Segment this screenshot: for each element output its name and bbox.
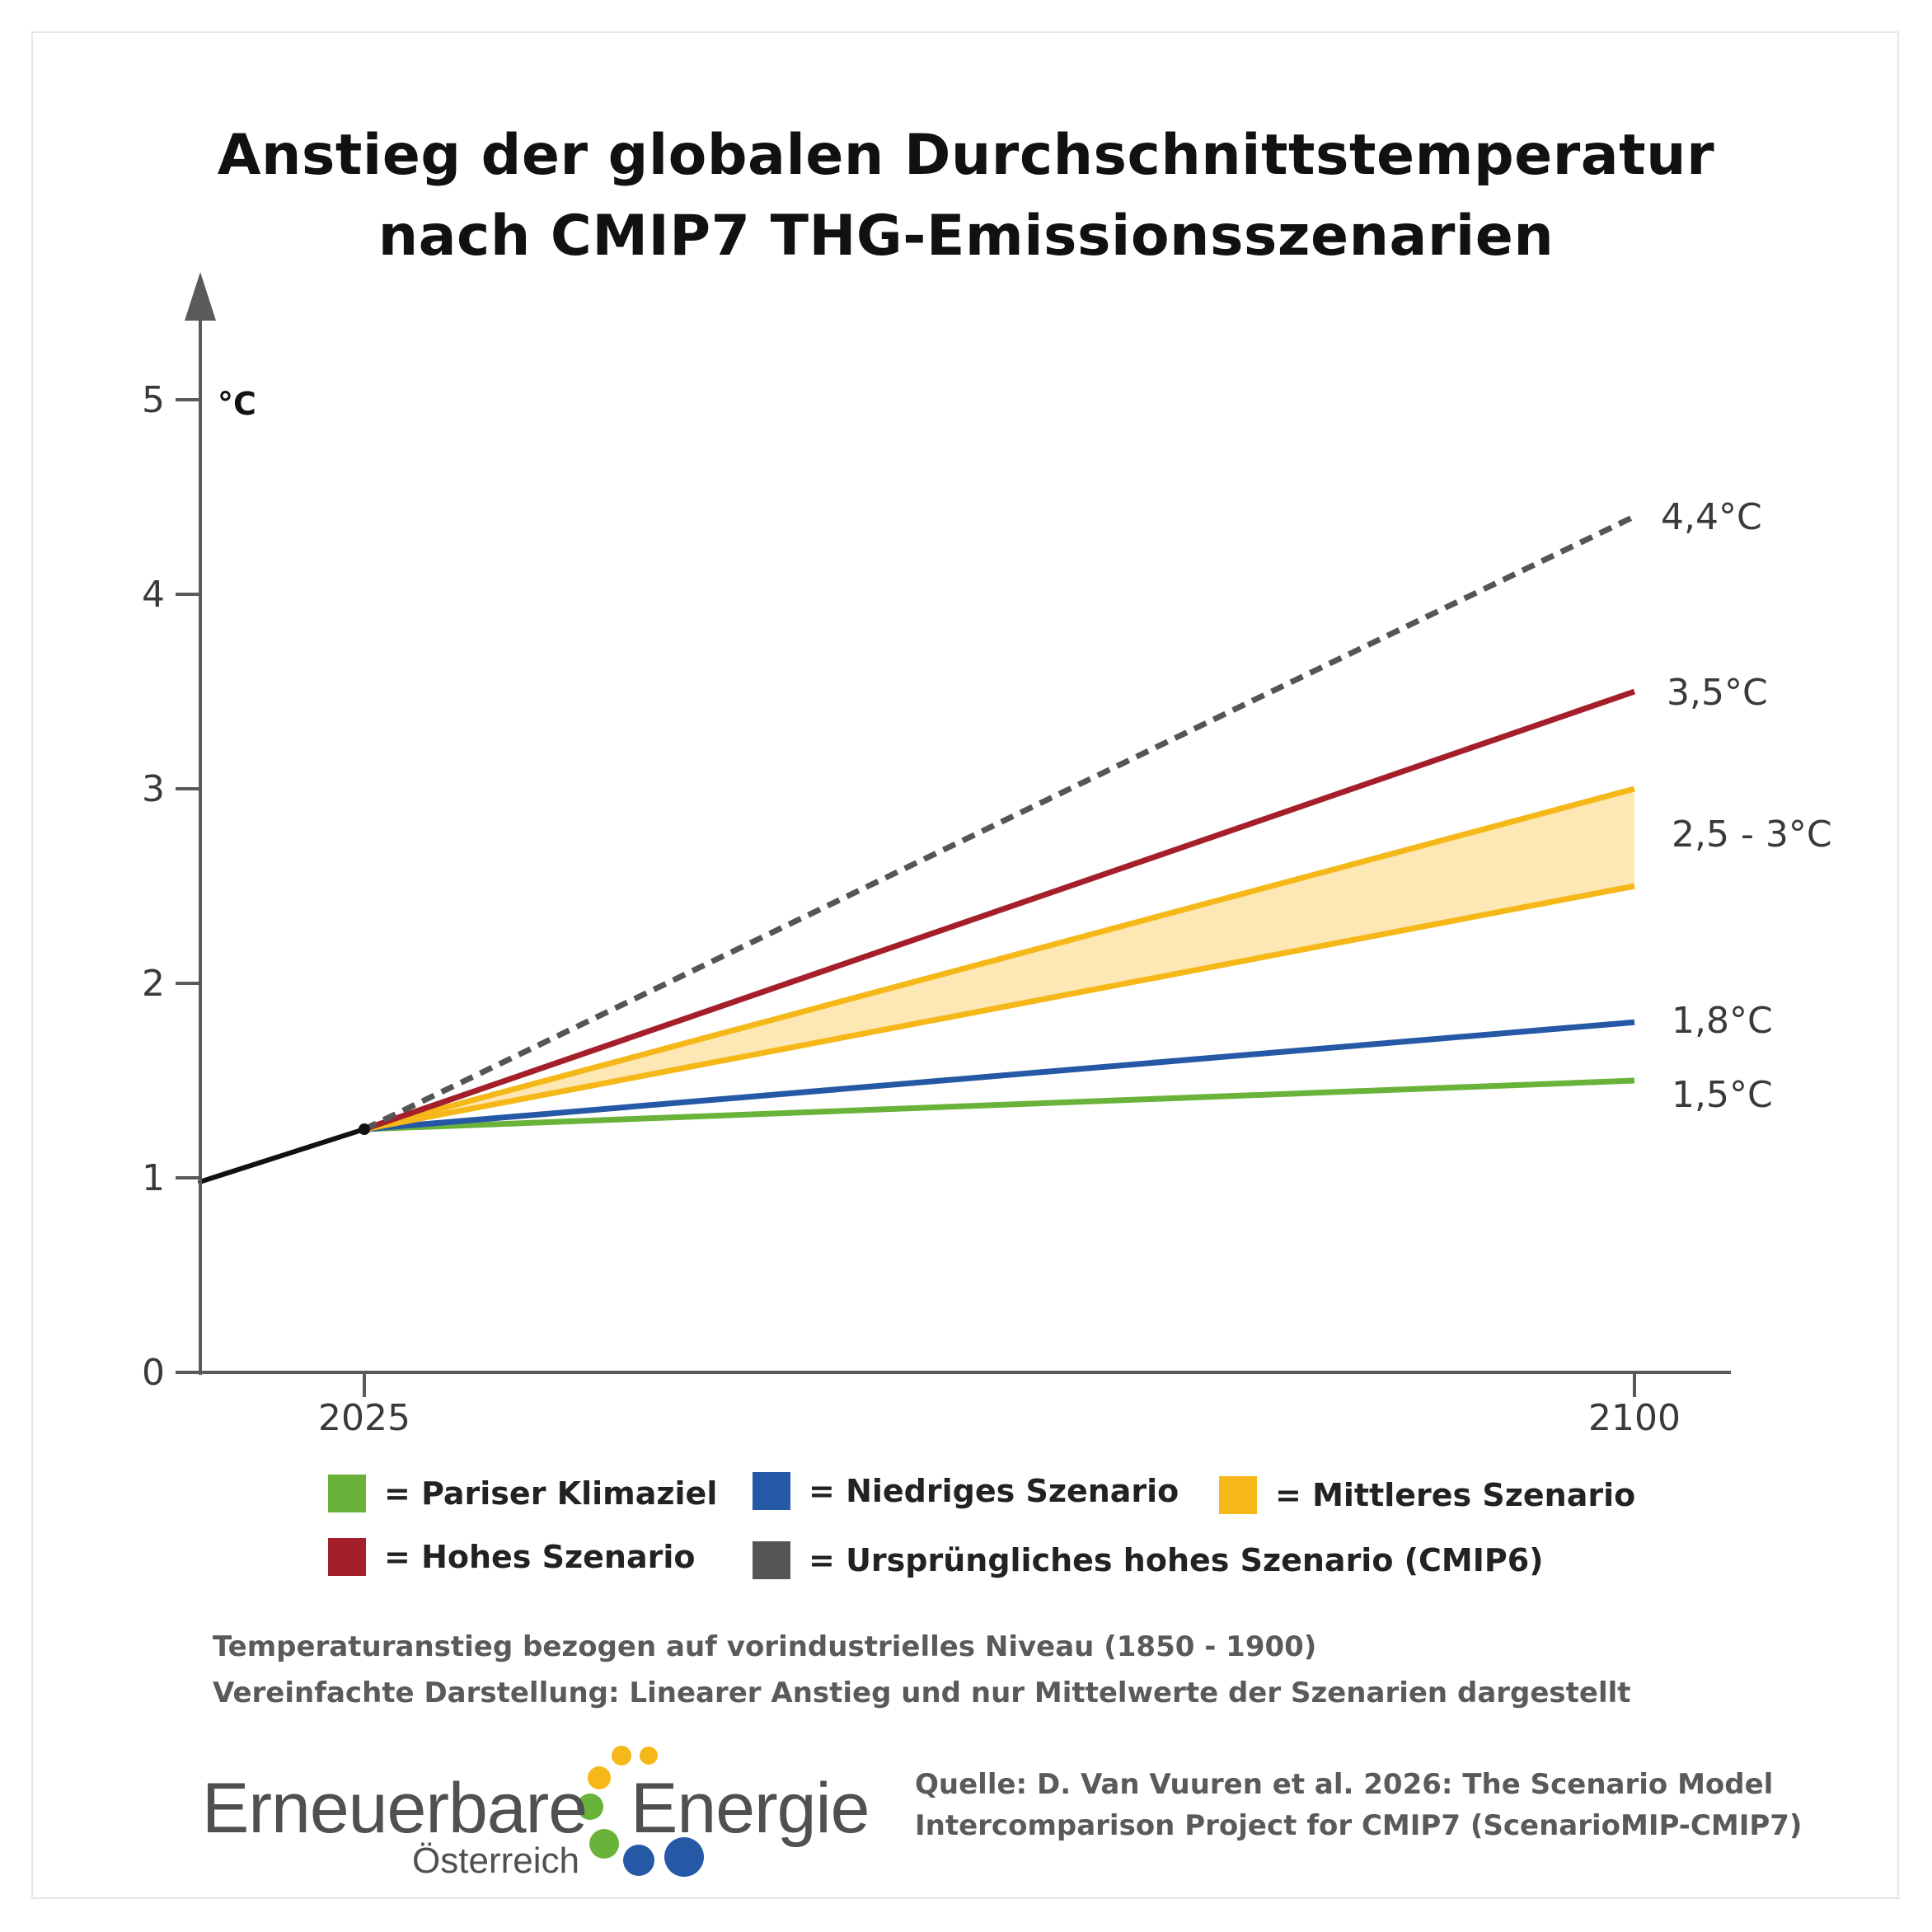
legend-item-high: = Hohes Szenario [328, 1538, 695, 1576]
legend-swatch-mid [1219, 1476, 1257, 1514]
end-label-low: 1,8°C [1672, 1000, 1773, 1042]
series-line-high [363, 688, 1636, 1132]
series-line-mid-upper [363, 785, 1635, 1132]
source-citation: Quelle: D. Van Vuuren et al. 2026: The S… [915, 1764, 1802, 1846]
series-line-mid-lower [363, 883, 1635, 1132]
logo-word-energie: Energie [631, 1769, 870, 1848]
y-axis-arrow-icon [185, 272, 216, 321]
title-line-1: Anstieg der globalen Durchschnittstemper… [217, 123, 1715, 188]
legend-item-cmip6: = Ursprüngliches hohes Szenario (CMIP6) [753, 1541, 1544, 1579]
end-label-paris: 1,5°C [1672, 1074, 1773, 1116]
legend-label-cmip6: = Ursprüngliches hohes Szenario (CMIP6) [809, 1542, 1544, 1578]
chart-title: Anstieg der globalen Durchschnittstemper… [0, 115, 1932, 277]
end-label-dashed: 4,4°C [1661, 496, 1762, 538]
legend-item-mid: = Mittleres Szenario [1219, 1476, 1635, 1514]
end-label-high: 3,5°C [1667, 672, 1768, 714]
legend-label-high: = Hohes Szenario [384, 1539, 696, 1575]
legend-item-low: = Niedriges Szenario [753, 1472, 1179, 1510]
legend-swatch-paris [328, 1475, 366, 1512]
note-line-1: Temperaturanstieg bezogen auf vorindustr… [213, 1630, 1317, 1663]
legend-swatch-cmip6 [753, 1541, 790, 1579]
legend-item-paris: = Pariser Klimaziel [328, 1475, 717, 1512]
title-line-2: nach CMIP7 THG-Emissionsszenarien [377, 204, 1555, 269]
legend-label-paris: = Pariser Klimaziel [384, 1475, 718, 1512]
end-label-mid-band: 2,5 - 3°C [1672, 814, 1832, 856]
page-frame [31, 31, 1899, 1899]
logo-dot [612, 1746, 631, 1766]
legend-swatch-low [753, 1472, 790, 1510]
legend-label-mid: = Mittleres Szenario [1275, 1477, 1636, 1513]
logo-dot [664, 1837, 704, 1877]
logo: Erneuerbare Energie Österreich [202, 1743, 870, 1883]
logo-dot [623, 1845, 654, 1876]
logo-dots [577, 1746, 704, 1877]
logo-dot [589, 1829, 619, 1859]
start-point-2025 [359, 1123, 370, 1135]
legend-swatch-high [328, 1538, 366, 1576]
logo-dot [588, 1766, 611, 1789]
source-line-2: Intercomparison Project for CMIP7 (Scena… [915, 1809, 1803, 1842]
chart-notes: Temperaturanstieg bezogen auf vorindustr… [213, 1624, 1631, 1716]
y-tick-label: 3 [142, 768, 165, 810]
x-tick-label: 2100 [1588, 1397, 1681, 1439]
source-line-1: Quelle: D. Van Vuuren et al. 2026: The S… [915, 1768, 1774, 1801]
y-tick-label: 0 [142, 1352, 165, 1394]
y-tick-label: 1 [142, 1157, 165, 1199]
series-line-paris [363, 1077, 1635, 1132]
series-line-low [363, 1019, 1635, 1132]
note-line-2: Vereinfachte Darstellung: Linearer Ansti… [213, 1676, 1631, 1709]
x-tick-label: 2025 [318, 1397, 410, 1439]
logo-dot [577, 1794, 603, 1820]
y-tick-label: 2 [142, 963, 165, 1005]
legend-label-low: = Niedriges Szenario [809, 1473, 1179, 1509]
logo-dot [640, 1747, 658, 1765]
y-tick-label: 5 [142, 379, 165, 421]
y-unit-label: °C [218, 386, 256, 422]
y-tick-label: 4 [142, 574, 165, 616]
historic-line [198, 1127, 367, 1184]
logo-word-oesterreich: Österreich [412, 1841, 579, 1881]
logo-word-erneuerbare: Erneuerbare [202, 1769, 588, 1848]
